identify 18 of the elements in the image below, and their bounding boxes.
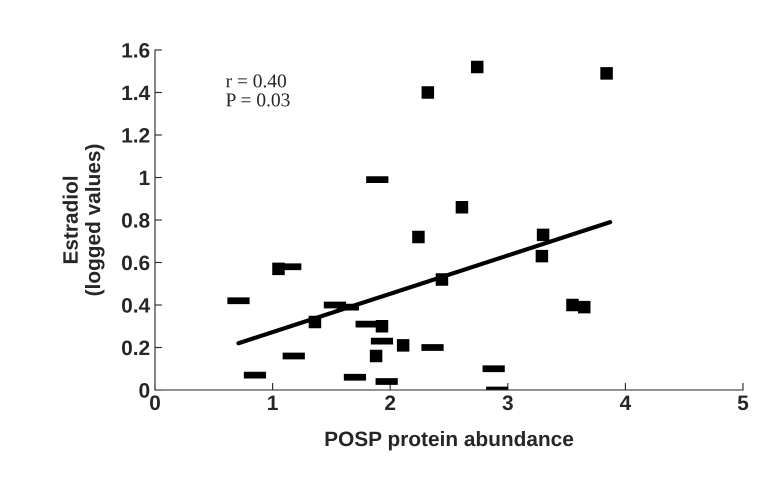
x-tick-label: 0 xyxy=(150,395,160,410)
x-axis-title: POSP protein abundance xyxy=(326,430,574,450)
y-tick-label: 0.8 xyxy=(122,213,150,228)
y-tick-label: 1.2 xyxy=(122,128,150,143)
y-tick-label: 0 xyxy=(139,383,150,398)
x-tick-label: 2 xyxy=(385,395,396,410)
y-tick-label: 0.6 xyxy=(122,256,150,270)
x-tick-label: 5 xyxy=(738,396,748,410)
y-tick-label: 0.2 xyxy=(122,340,150,356)
y-axis-title: Estradiol (logged values) xyxy=(62,144,105,296)
annotation: r = 0.40 P = 0.03 xyxy=(226,74,290,107)
x-tick-label: 1 xyxy=(268,396,278,410)
y-tick-label: 1.6 xyxy=(122,43,150,58)
x-tick-label: 4 xyxy=(620,396,632,410)
y-tick-label: 1.4 xyxy=(122,86,150,100)
y-tick-label: 1 xyxy=(140,170,150,186)
x-tick-label: 3 xyxy=(502,395,513,410)
y-tick-label: 0.4 xyxy=(122,298,150,313)
